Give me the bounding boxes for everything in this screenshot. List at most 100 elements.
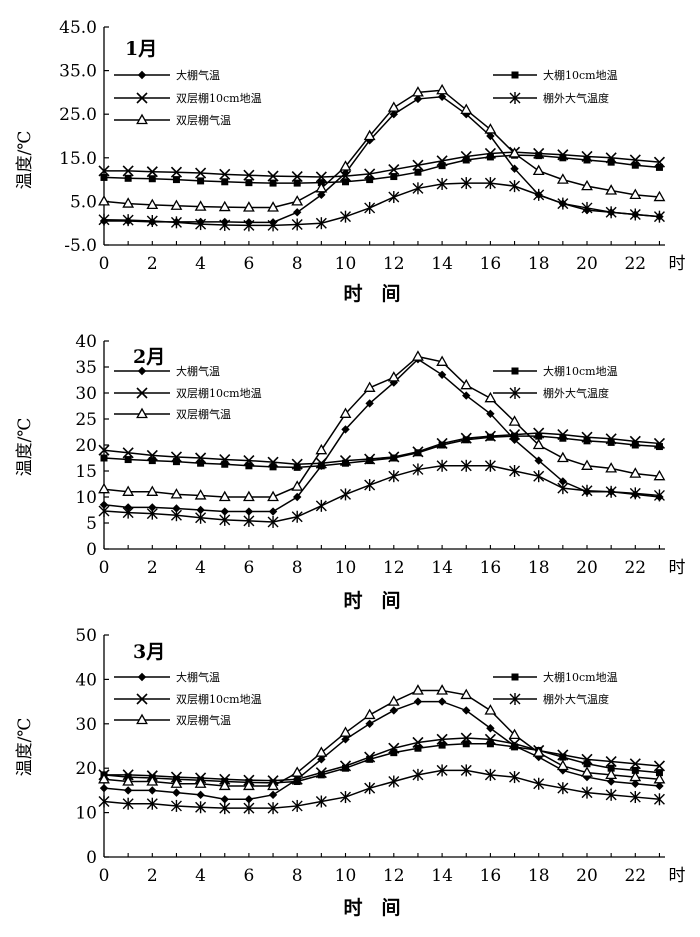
legend-marker (509, 92, 521, 104)
data-point (655, 781, 664, 791)
data-point (460, 459, 472, 472)
series-4 (98, 459, 665, 528)
chart-panel-3: 0 10 20 30 40 50 0 2 4 6 8 10 12 14 16 18 20 22 时 温度/℃ 时 间 3月… (15, 626, 686, 919)
y-tick-label: 0 (86, 540, 97, 560)
data-point (629, 791, 641, 804)
data-point (436, 764, 448, 777)
legend-marker (511, 367, 519, 375)
data-point (317, 190, 326, 200)
y-axis-label: 温度/℃ (15, 418, 35, 477)
data-point (653, 793, 665, 806)
data-point (315, 181, 328, 193)
data-point (510, 164, 519, 173)
data-point (484, 768, 496, 781)
data-point (557, 429, 569, 441)
data-point (148, 503, 157, 512)
data-point (363, 381, 376, 392)
data-point (486, 153, 494, 161)
data-point (146, 797, 158, 810)
data-point (242, 201, 255, 212)
legend-marker (137, 70, 147, 80)
x-tick-label: 4 (195, 558, 206, 578)
data-point (170, 451, 183, 463)
data-point (220, 507, 229, 516)
data-point (364, 168, 376, 180)
data-point (534, 456, 543, 465)
data-point (122, 197, 135, 208)
data-point (605, 184, 618, 195)
data-point (122, 485, 135, 496)
data-point (243, 514, 255, 527)
data-point (340, 488, 351, 501)
data-point (196, 790, 205, 800)
series-line (103, 154, 660, 184)
data-point (581, 766, 593, 777)
legend-label: 双层棚10cm地温 (176, 692, 262, 706)
data-point (606, 777, 616, 786)
data-point (462, 156, 470, 164)
data-point (242, 490, 255, 502)
legend-label: 大棚10cm地温 (543, 68, 618, 82)
data-point (293, 179, 301, 187)
data-point (412, 768, 424, 781)
data-point (460, 150, 472, 163)
data-point (172, 788, 181, 797)
x-tick-label: 8 (292, 254, 303, 274)
data-point (340, 210, 351, 223)
data-point (364, 751, 376, 763)
data-point (388, 775, 400, 788)
x-tick-label: 8 (292, 866, 303, 886)
x-tick-label: 8 (292, 558, 303, 578)
legend-label: 双层棚气温 (176, 713, 231, 727)
data-point (581, 786, 593, 799)
data-point (436, 459, 448, 472)
data-point (221, 460, 229, 468)
series-3 (98, 427, 666, 470)
data-point (267, 779, 279, 791)
legend-marker (136, 113, 148, 125)
data-point (342, 178, 349, 186)
data-point (631, 441, 639, 449)
x-tick-label: 6 (243, 254, 254, 274)
data-point (170, 777, 183, 788)
data-point (629, 435, 641, 447)
y-tick-label: 30 (75, 715, 97, 735)
data-point (172, 176, 180, 184)
x-tick-label: 4 (195, 866, 206, 886)
data-point (484, 459, 496, 472)
y-axis-label: 温度/℃ (15, 131, 35, 190)
data-point (532, 164, 545, 176)
data-point (122, 165, 134, 177)
data-point (559, 753, 567, 761)
month-label: 2月 (133, 346, 165, 368)
x-tick-label: 14 (431, 558, 453, 578)
x-tick-label: 16 (480, 866, 502, 886)
data-point (363, 708, 376, 720)
data-point (363, 129, 376, 141)
data-point (315, 443, 328, 455)
data-point (98, 505, 110, 518)
y-tick-label: 20 (75, 759, 97, 779)
data-point (339, 160, 352, 171)
data-point (511, 432, 519, 440)
legend-marker (136, 387, 148, 399)
series-line (103, 358, 660, 513)
legend-marker (509, 693, 521, 705)
data-point (484, 704, 497, 715)
data-point (170, 199, 183, 210)
data-point (269, 463, 277, 471)
data-point (534, 752, 543, 762)
data-point (365, 719, 374, 728)
data-point (98, 444, 110, 456)
data-point (556, 759, 569, 771)
data-point (484, 733, 496, 745)
data-point (583, 437, 591, 445)
y-tick-label: 35 (75, 358, 97, 378)
data-point (605, 206, 617, 219)
data-point (148, 175, 156, 183)
data-point (535, 432, 543, 440)
data-point (98, 213, 110, 226)
legend-marker (511, 673, 519, 681)
data-point (390, 749, 398, 757)
data-point (339, 726, 352, 737)
